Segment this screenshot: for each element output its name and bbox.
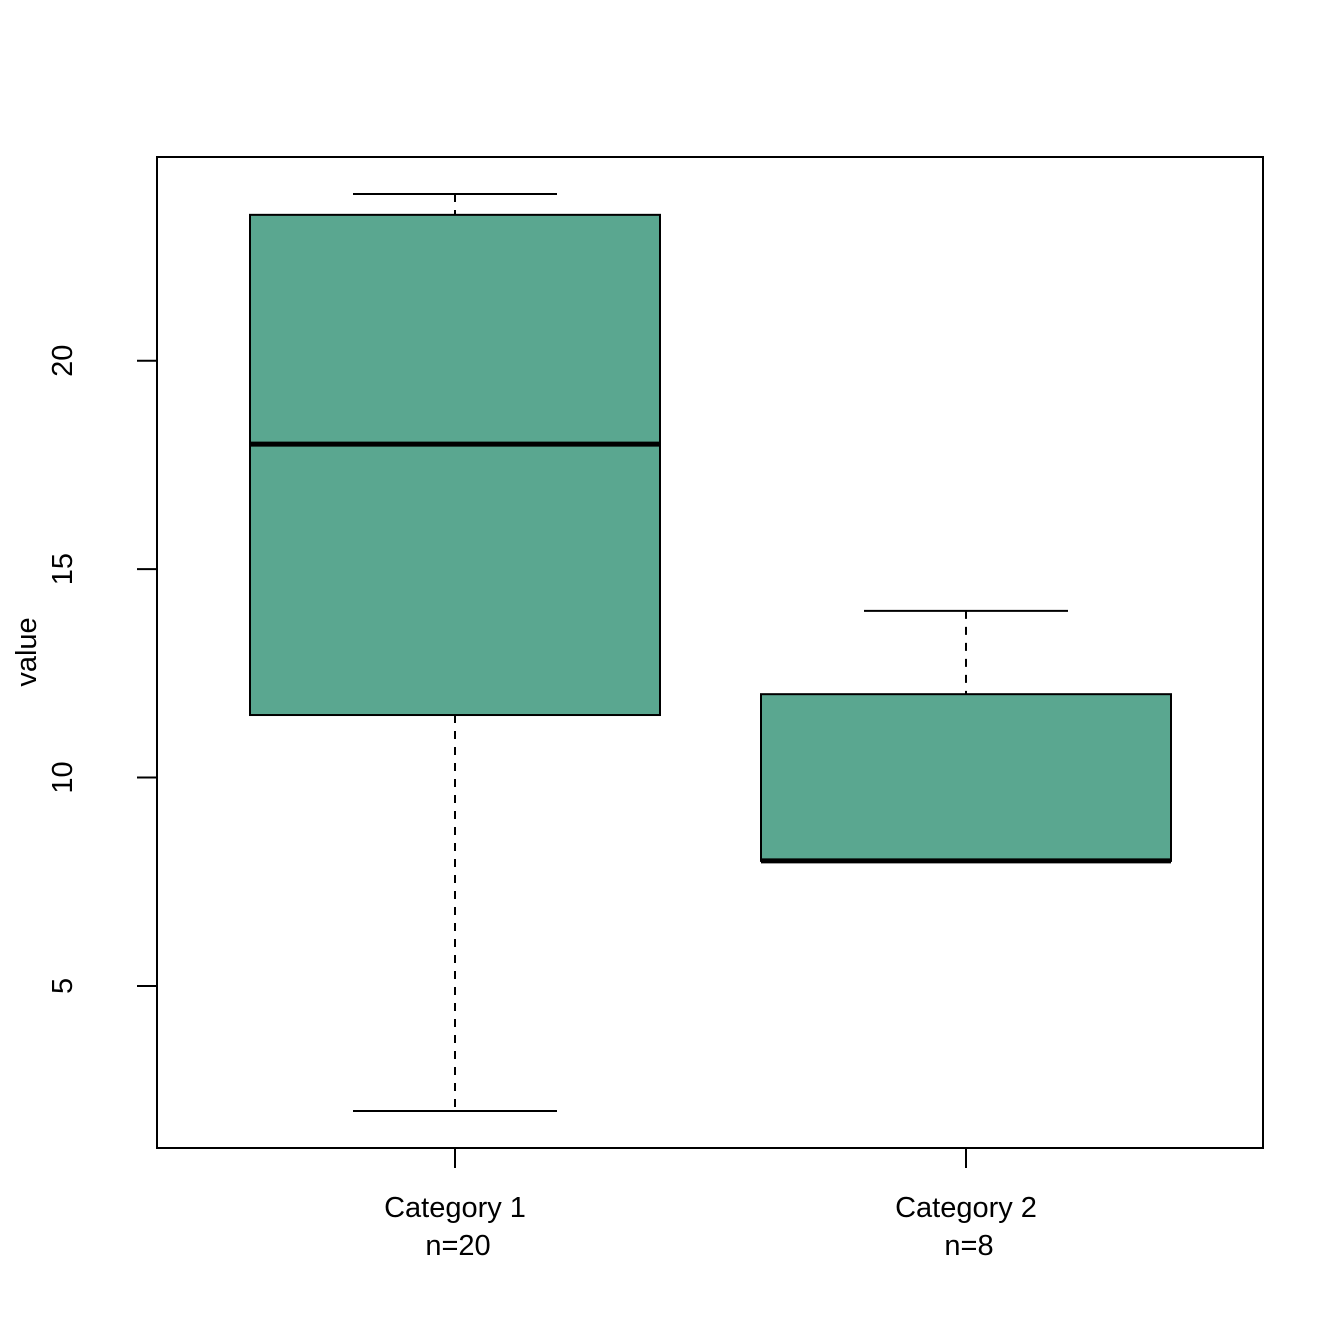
y-axis: 5 10 15 20 — [47, 345, 158, 994]
y-axis-title: value — [11, 617, 43, 686]
x-tick-label: Category 1 — [384, 1192, 526, 1224]
box-body — [249, 213, 661, 717]
box-1 — [249, 193, 661, 1112]
x-count-label: n=20 — [425, 1230, 490, 1262]
y-tick-label: 20 — [47, 345, 79, 377]
box-body — [760, 693, 1172, 862]
x-tick-label: Category 2 — [895, 1192, 1037, 1224]
boxes — [249, 193, 1172, 1112]
y-tick-label: 15 — [47, 553, 79, 585]
y-tick-label: 10 — [47, 761, 79, 793]
x-axis: Category 1 n=20 Category 2 n=8 — [384, 1148, 1037, 1262]
y-tick-label: 5 — [47, 978, 79, 994]
x-count-label: n=8 — [944, 1230, 993, 1262]
box-2 — [760, 609, 1172, 864]
